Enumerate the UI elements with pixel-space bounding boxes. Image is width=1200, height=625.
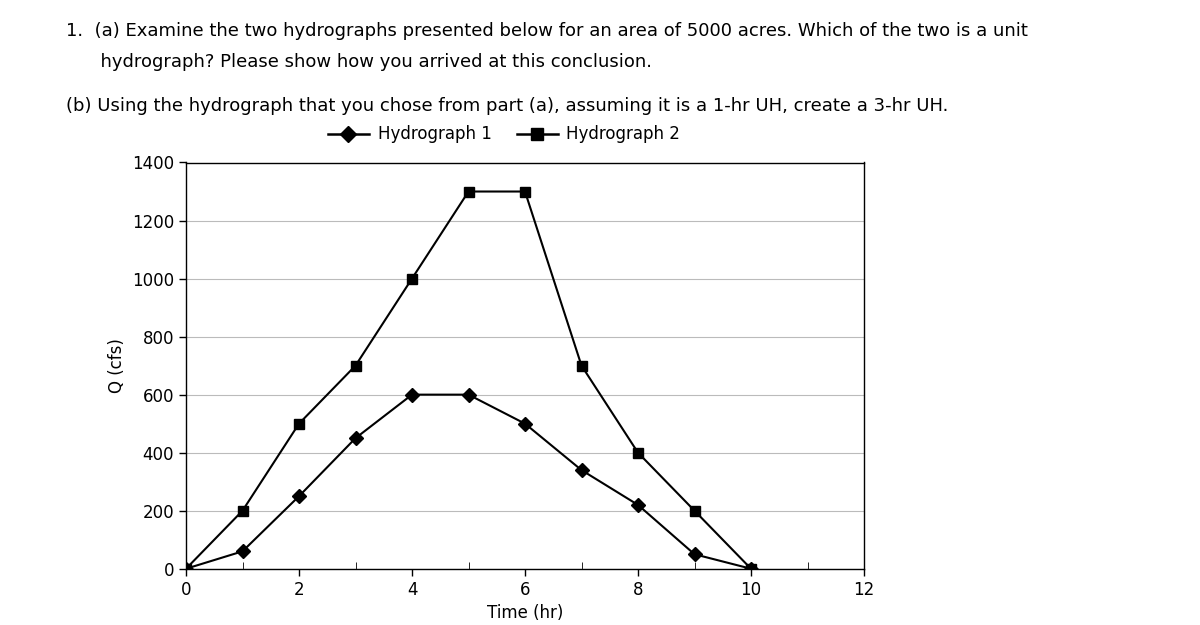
Text: 1.  (a) Examine the two hydrographs presented below for an area of 5000 acres. W: 1. (a) Examine the two hydrographs prese… [66,22,1028,40]
Text: hydrograph? Please show how you arrived at this conclusion.: hydrograph? Please show how you arrived … [66,53,652,71]
Legend: Hydrograph 1, Hydrograph 2: Hydrograph 1, Hydrograph 2 [320,119,688,150]
X-axis label: Time (hr): Time (hr) [487,604,563,622]
Y-axis label: Q (cfs): Q (cfs) [108,338,126,393]
Text: (b) Using the hydrograph that you chose from part (a), assuming it is a 1-hr UH,: (b) Using the hydrograph that you chose … [66,97,948,115]
